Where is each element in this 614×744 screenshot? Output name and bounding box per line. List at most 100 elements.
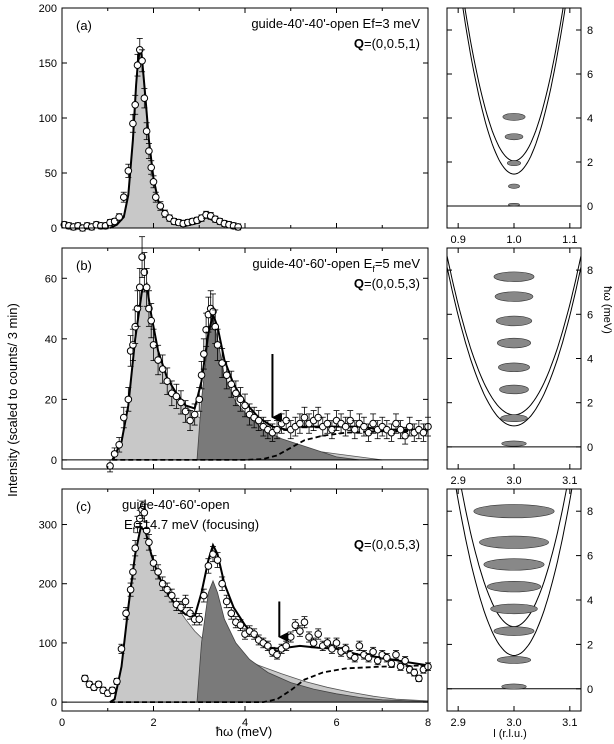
data-point [419,428,428,437]
y-tick-label: 200 [39,3,57,15]
data-point [119,193,128,201]
data-point [213,556,222,564]
data-point [195,615,204,624]
data-point [142,127,151,135]
data-point [124,395,133,404]
q-vector-symbol: Q [354,36,364,51]
data-point [122,609,130,618]
data-point [291,621,300,629]
panel-3: 0 2 4 6 8 0 100 200 300 (c) guide-40'-60'-open Ef=1… [39,488,432,729]
x-tick-label: 3.1 [562,717,577,729]
data-point [236,395,245,404]
data-point [195,395,204,404]
resolution-ellipse [500,414,528,423]
x-tick-label: 3.0 [506,717,521,729]
data-point [273,425,281,434]
resolution-ellipse [483,558,545,571]
data-point [110,217,119,226]
resolution-panel-1: 0.9 1.0 1.1 0 2 4 6 8 [446,7,593,246]
data-point [129,119,137,128]
data-point [154,568,162,576]
light-shaded-area [109,48,236,229]
resolution-ellipse [508,183,520,189]
data-point [147,316,156,325]
data-point [387,659,396,668]
data-point [158,579,167,588]
data-point [202,325,210,334]
instrument-config-sub: f [372,264,375,274]
resolution-ellipse [504,133,524,141]
data-point [364,428,373,437]
data-point [113,677,121,686]
data-point [286,633,295,641]
x-axis-label: ħω (meV) [216,724,272,739]
data-point [309,639,318,647]
y-tick-label: 300 [39,520,57,532]
y-axis-label: Intensity (scaled to counts/ 3 min) [5,303,20,497]
data-point [396,425,405,434]
background-dashed-line [110,664,429,703]
x-tick-label: 0 [59,717,65,729]
y-tick-label: 60 [45,273,57,285]
y-tick-label: 4 [587,354,593,366]
data-point [410,668,419,677]
data-point [161,209,169,218]
data-point [94,680,103,689]
data-point [209,550,217,558]
q-vector-value: =(0,0.5,3) [364,537,420,552]
y-tick-label: 8 [587,25,593,37]
data-point [282,642,290,650]
data-point [296,419,304,428]
data-point [149,341,158,349]
data-point [273,650,281,659]
data-point [186,416,194,425]
data-point [332,639,341,647]
data-point [138,253,146,261]
data-point [142,283,151,292]
q-vector: Q=(0,0.5,3) [354,276,420,291]
x-tick-label: 0.9 [451,234,466,246]
x-tick-label: 1.1 [562,234,577,246]
data-point [355,642,364,650]
data-point [110,450,119,458]
data-point [145,304,153,313]
resolution-contents [447,255,581,448]
data-point [158,365,167,373]
data-point [222,597,231,606]
data-point [305,633,313,641]
instrument-config: guide-40'-60'-open [122,497,230,512]
q-vector-symbol: Q [354,276,364,291]
y-tick-label: 50 [45,168,57,180]
y-tick-label: 0 [587,684,593,696]
x-tick-label: 3.1 [562,475,577,487]
resolution-ellipse [502,113,526,121]
dispersion-curve [447,266,581,427]
data-point [360,422,368,431]
data-point [250,630,258,638]
y-tick-label: 200 [39,579,57,591]
resolution-ellipse [490,603,538,615]
resolution-ellipse [501,683,527,690]
data-point [172,392,181,401]
data-point [140,94,149,102]
y-tick-label: 150 [39,58,57,70]
y-tick-label: 2 [587,398,593,410]
data-point [392,419,400,428]
instrument-config-main: guide-40'-60'-open E [252,256,372,271]
data-point [115,440,123,449]
energy-setting: Ef=14.7 meV (focusing) [124,517,259,535]
data-point [181,407,190,416]
data-point [392,650,400,659]
data-point [369,419,377,428]
data-point [181,597,190,606]
resolution-contents [447,489,581,690]
resolution-ellipse [486,581,542,593]
resolution-ellipse [498,362,530,373]
data-point [156,202,165,210]
data-point [168,591,176,600]
x-tick-label: 4 [242,717,248,729]
data-point [145,538,153,547]
data-point [351,653,359,662]
resolution-ellipse [499,384,529,395]
